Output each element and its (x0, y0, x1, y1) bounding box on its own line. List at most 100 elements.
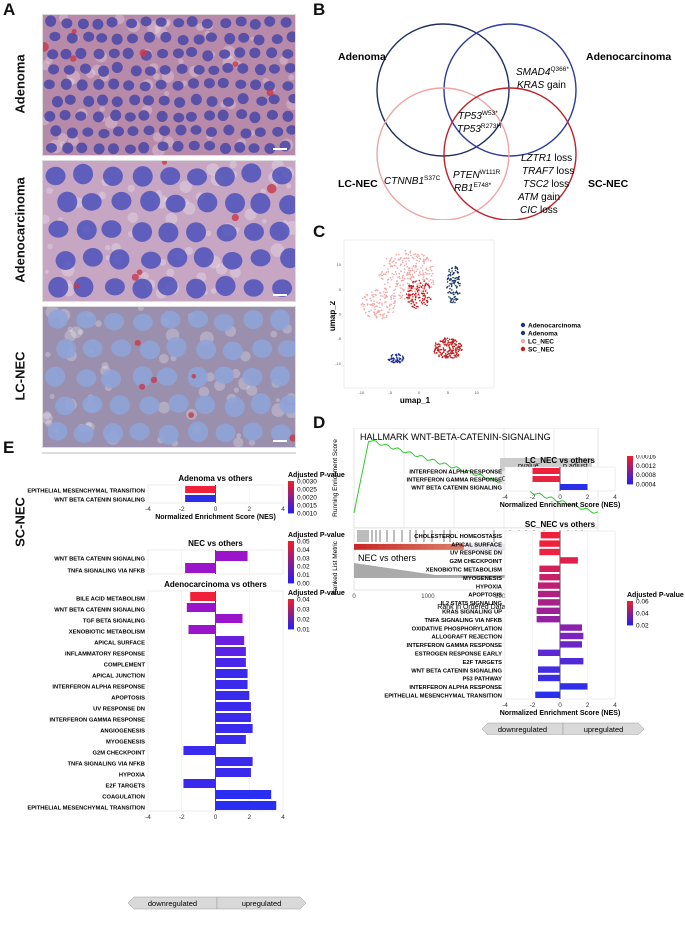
umap-point-sc-nec (441, 352, 444, 355)
cell-nucleus (190, 93, 202, 106)
red-cell (232, 61, 239, 68)
umap-point-lc-nec (421, 287, 424, 290)
tissue-space (275, 398, 280, 403)
cell-nucleus (138, 142, 150, 154)
umap-point-sc-nec (456, 352, 458, 354)
umap-point-lc-nec (383, 273, 385, 275)
cell-nucleus (127, 126, 139, 137)
nes-bar (190, 592, 216, 601)
nes-bar-chart: Adenocarcinoma vs others BILE ACID METABO… (27, 580, 345, 821)
cell-nucleus (243, 279, 264, 297)
umap-point-sc-nec (450, 350, 453, 353)
nes-category-label: EPITHELIAL MESENCHYMAL TRANSITION (27, 806, 145, 812)
umap-point-adenoma (456, 272, 459, 274)
umap-point-sc-nec (438, 355, 440, 358)
nes-legend-gradient (288, 608, 294, 610)
nes-legend-gradient (627, 603, 633, 605)
cell-nucleus (272, 279, 293, 297)
cell-nucleus (174, 97, 186, 108)
nes-legend-title: Adjusted P-value (288, 472, 345, 479)
gsea-rank-colorbar (463, 544, 471, 550)
cell-nucleus (143, 125, 155, 136)
umap-point-lc-nec (383, 287, 386, 290)
nes-bar (188, 625, 216, 634)
umap-legend-label: Adenoma (528, 331, 558, 338)
umap-point-lc-nec (403, 277, 406, 280)
cell-nucleus (111, 33, 123, 45)
umap-point-sc-nec (429, 298, 432, 300)
umap-point-lc-nec (390, 256, 393, 259)
umap-point-lc-nec (427, 259, 430, 261)
umap-point-adenoma (457, 281, 460, 284)
nes-legend-gradient (288, 611, 294, 613)
venn-gene-lztr1: LZTR1 loss (521, 153, 572, 164)
tissue-space (285, 183, 292, 189)
cell-nucleus (252, 339, 273, 358)
umap-point-sc-nec (458, 346, 461, 349)
histology-image-adenoma (42, 14, 296, 156)
umap-point-sc-nec (423, 287, 425, 290)
umap-point-sc-nec (424, 298, 426, 300)
nes-legend-gradient (288, 617, 294, 619)
umap-point-sc-nec (412, 300, 414, 303)
cell-nucleus (140, 340, 161, 360)
umap-point-adenocarcinoma (399, 357, 402, 360)
nes-category-label: P53 PATHWAY (462, 677, 502, 683)
cell-nucleus (108, 78, 120, 90)
umap-point-lc-nec (393, 304, 396, 307)
umap-point-lc-nec (429, 268, 432, 270)
nes-legend-gradient (288, 614, 294, 616)
cell-nucleus (103, 423, 124, 444)
umap-point-adenocarcinoma (387, 358, 390, 361)
nes-legend-gradient (288, 549, 294, 552)
nes-legend-gradient (288, 562, 294, 565)
umap-legend-dot (520, 338, 526, 344)
nes-legend-gradient (627, 482, 633, 485)
umap-point-sc-nec (416, 290, 419, 293)
umap-point-lc-nec (379, 313, 382, 316)
cell-nucleus (266, 109, 278, 121)
nes-category-label: WNT BETA CATENIN SIGNALING (54, 498, 145, 504)
nes-legend-gradient (627, 474, 633, 476)
umap-point-sc-nec (423, 301, 425, 304)
umap-point-lc-nec (423, 262, 425, 265)
cell-nucleus (140, 190, 161, 212)
nes-legend-gradient (627, 471, 633, 474)
umap-point-adenocarcinoma (395, 361, 398, 363)
nes-legend-gradient (288, 551, 294, 554)
umap-point-lc-nec (375, 294, 377, 296)
nes-legend-gradient (288, 621, 294, 624)
cell-nucleus (208, 65, 220, 75)
umap-x-tick: 10 (474, 390, 479, 395)
umap-point-lc-nec (377, 310, 379, 312)
umap-point-lc-nec (414, 287, 416, 290)
umap-point-lc-nec (384, 283, 386, 285)
gsea-rank-colorbar (494, 544, 501, 550)
umap-point-lc-nec (390, 303, 392, 306)
red-cell (71, 28, 77, 35)
umap-point-sc-nec (453, 345, 456, 348)
venn-gene-tsc2: TSC2 loss (523, 179, 569, 190)
umap-point-adenoma (453, 298, 455, 301)
nes-legend-gradient (627, 615, 633, 617)
nes-legend-tick: 0.05 (297, 539, 310, 546)
cell-nucleus (45, 15, 57, 27)
umap-point-lc-nec (418, 284, 421, 287)
nes-legend-gradient (288, 497, 294, 499)
gsea-table-header: pvalue (518, 463, 539, 470)
umap-point-lc-nec (418, 274, 420, 277)
nes-x-tick: 4 (613, 494, 617, 501)
umap-point-lc-nec (375, 312, 378, 315)
gsea-rank-colorbar (500, 544, 507, 550)
nes-x-tick: 0 (558, 702, 562, 709)
cell-nucleus (172, 80, 184, 91)
umap-point-lc-nec (373, 313, 376, 316)
umap-point-lc-nec (404, 249, 407, 252)
umap-point-sc-nec (452, 347, 455, 350)
gsea-rank-colorbar (469, 544, 477, 550)
umap-point-lc-nec (365, 293, 368, 296)
cell-nucleus (172, 48, 184, 59)
cell-nucleus (111, 339, 132, 357)
cell-nucleus (76, 79, 88, 91)
umap-point-lc-nec (374, 308, 376, 311)
